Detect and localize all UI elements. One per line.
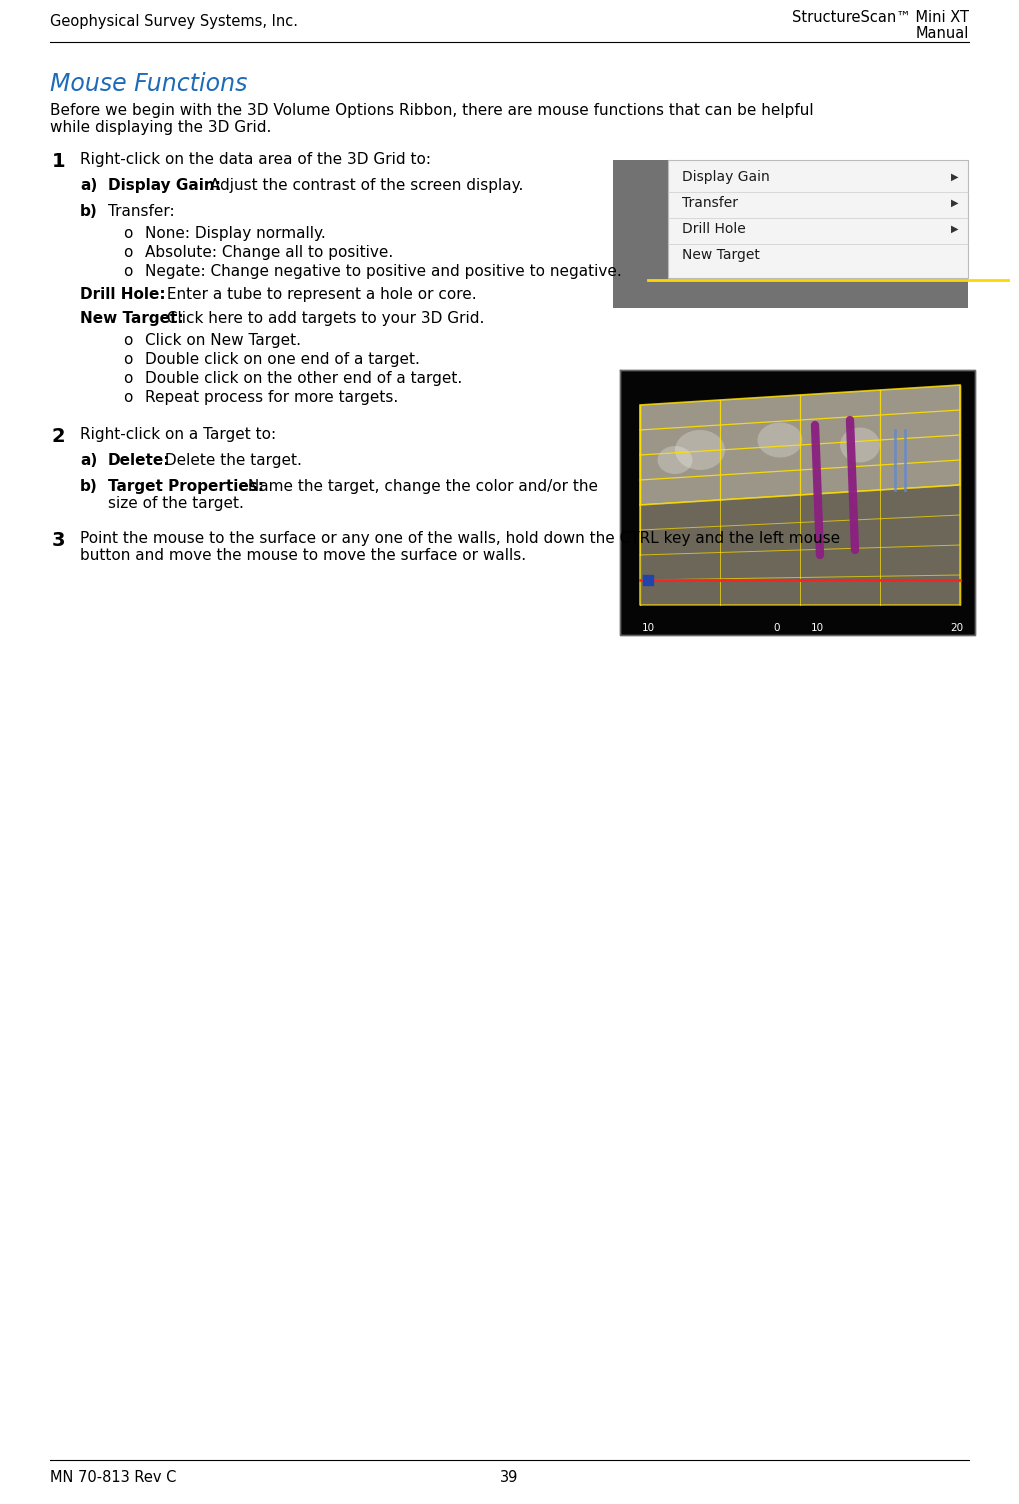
Ellipse shape <box>675 430 725 469</box>
Text: Repeat process for more targets.: Repeat process for more targets. <box>145 390 398 405</box>
Text: New Target: New Target <box>682 248 760 262</box>
Text: Drill Hole:: Drill Hole: <box>81 287 166 302</box>
Text: o: o <box>123 390 132 405</box>
Text: Transfer:: Transfer: <box>108 205 174 220</box>
Text: Double click on one end of a target.: Double click on one end of a target. <box>145 352 420 367</box>
Text: o: o <box>123 371 132 387</box>
Text: ▶: ▶ <box>951 224 958 235</box>
Text: New Target:: New Target: <box>81 311 183 326</box>
Text: 10: 10 <box>810 623 823 633</box>
Bar <box>668 159 968 278</box>
Text: MN 70-813 Rev C: MN 70-813 Rev C <box>50 1469 176 1484</box>
Text: 2: 2 <box>52 427 65 447</box>
Text: Adjust the contrast of the screen display.: Adjust the contrast of the screen displa… <box>206 177 524 193</box>
Text: Right-click on the data area of the 3D Grid to:: Right-click on the data area of the 3D G… <box>81 152 431 167</box>
Text: size of the target.: size of the target. <box>108 496 244 511</box>
Text: Display Gain:: Display Gain: <box>108 177 221 193</box>
Text: a): a) <box>81 453 97 468</box>
Text: a): a) <box>81 177 97 193</box>
Text: StructureScan™ Mini XT: StructureScan™ Mini XT <box>792 11 969 26</box>
Text: Geophysical Survey Systems, Inc.: Geophysical Survey Systems, Inc. <box>50 14 298 29</box>
Bar <box>613 159 968 308</box>
Text: Negate: Change negative to positive and positive to negative.: Negate: Change negative to positive and … <box>145 265 622 280</box>
Text: Mouse Functions: Mouse Functions <box>50 72 248 96</box>
Ellipse shape <box>840 427 880 463</box>
Text: 20: 20 <box>951 623 964 633</box>
Text: Point the mouse to the surface or any one of the walls, hold down the CTRL key a: Point the mouse to the surface or any on… <box>81 531 840 546</box>
Text: Transfer: Transfer <box>682 196 738 211</box>
Text: 1: 1 <box>52 152 65 171</box>
Text: None: Display normally.: None: Display normally. <box>145 226 326 241</box>
Text: Delete the target.: Delete the target. <box>161 453 303 468</box>
Text: Right-click on a Target to:: Right-click on a Target to: <box>81 427 276 442</box>
Text: o: o <box>123 245 132 260</box>
Text: Display Gain: Display Gain <box>682 170 769 183</box>
Text: Click on New Target.: Click on New Target. <box>145 332 301 347</box>
Text: Target Properties:: Target Properties: <box>108 478 264 493</box>
Polygon shape <box>640 385 960 505</box>
Text: Manual: Manual <box>916 26 969 41</box>
Text: Before we begin with the 3D Volume Options Ribbon, there are mouse functions tha: Before we begin with the 3D Volume Optio… <box>50 102 813 117</box>
Text: o: o <box>123 226 132 241</box>
Ellipse shape <box>757 423 803 457</box>
Text: 10: 10 <box>641 623 654 633</box>
Polygon shape <box>640 484 960 605</box>
Text: Absolute: Change all to positive.: Absolute: Change all to positive. <box>145 245 393 260</box>
Text: 3: 3 <box>52 531 65 550</box>
Text: Name the target, change the color and/or the: Name the target, change the color and/or… <box>243 478 598 493</box>
Text: 0: 0 <box>773 623 781 633</box>
Text: o: o <box>123 332 132 347</box>
Text: button and move the mouse to move the surface or walls.: button and move the mouse to move the su… <box>81 547 526 562</box>
Text: b): b) <box>81 478 98 493</box>
Bar <box>613 159 968 308</box>
Text: Double click on the other end of a target.: Double click on the other end of a targe… <box>145 371 463 387</box>
Text: b): b) <box>81 205 98 220</box>
Text: Click here to add targets to your 3D Grid.: Click here to add targets to your 3D Gri… <box>162 311 485 326</box>
Text: ▶: ▶ <box>951 199 958 208</box>
Text: while displaying the 3D Grid.: while displaying the 3D Grid. <box>50 120 271 135</box>
Text: o: o <box>123 265 132 280</box>
Text: Delete:: Delete: <box>108 453 170 468</box>
Text: Drill Hole: Drill Hole <box>682 223 746 236</box>
Text: 39: 39 <box>500 1469 519 1484</box>
Ellipse shape <box>657 447 693 474</box>
Text: o: o <box>123 352 132 367</box>
Text: Enter a tube to represent a hole or core.: Enter a tube to represent a hole or core… <box>162 287 477 302</box>
Text: ▶: ▶ <box>951 171 958 182</box>
Bar <box>620 370 975 635</box>
